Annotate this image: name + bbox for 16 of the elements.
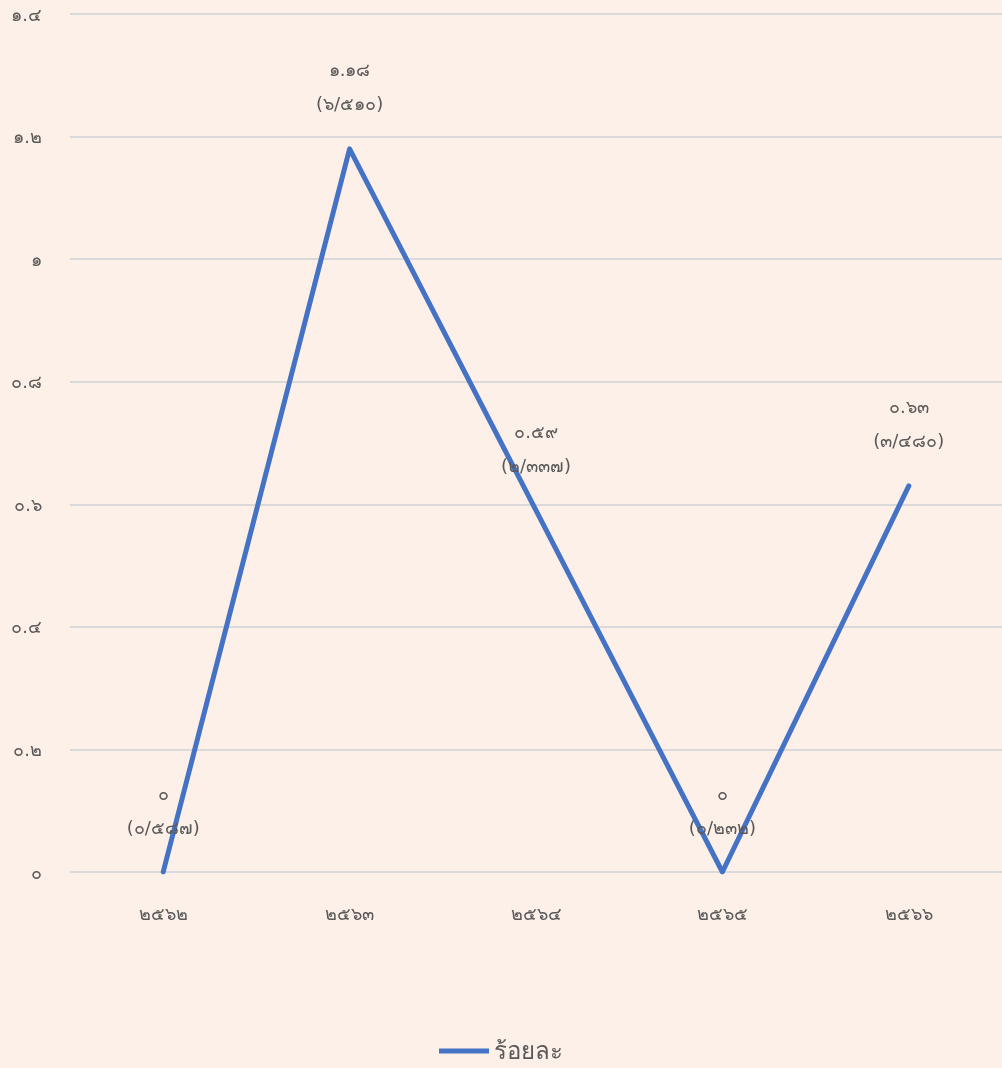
x-tick-label: ๒๕๖๔ [510, 902, 562, 924]
y-tick-label: ๐ [31, 861, 42, 883]
x-tick-label: ๒๕๖๖ [884, 902, 933, 924]
y-tick-label: ๑.๔ [11, 3, 42, 25]
y-tick-label: ๐.๖ [14, 493, 42, 515]
data-label: ๑.๑๘ (๖/๕๑๐) [316, 59, 384, 115]
y-tick-label: ๑.๒ [13, 126, 42, 148]
x-tick-label: ๒๕๖๕ [696, 902, 748, 924]
y-tick-label: ๐.๔ [11, 616, 42, 638]
x-tick-label: ๒๕๖๓ [325, 902, 375, 924]
x-tick-label: ๒๕๖๒ [138, 902, 188, 924]
legend-label: ร้อยละ [494, 1037, 563, 1065]
y-tick-label: ๐.๘ [11, 371, 42, 393]
data-label: ๐.๖๓ (๓/๔๘๐) [873, 396, 945, 452]
y-tick-label: ๐.๒ [13, 738, 42, 760]
y-tick-label: ๑ [31, 248, 42, 270]
